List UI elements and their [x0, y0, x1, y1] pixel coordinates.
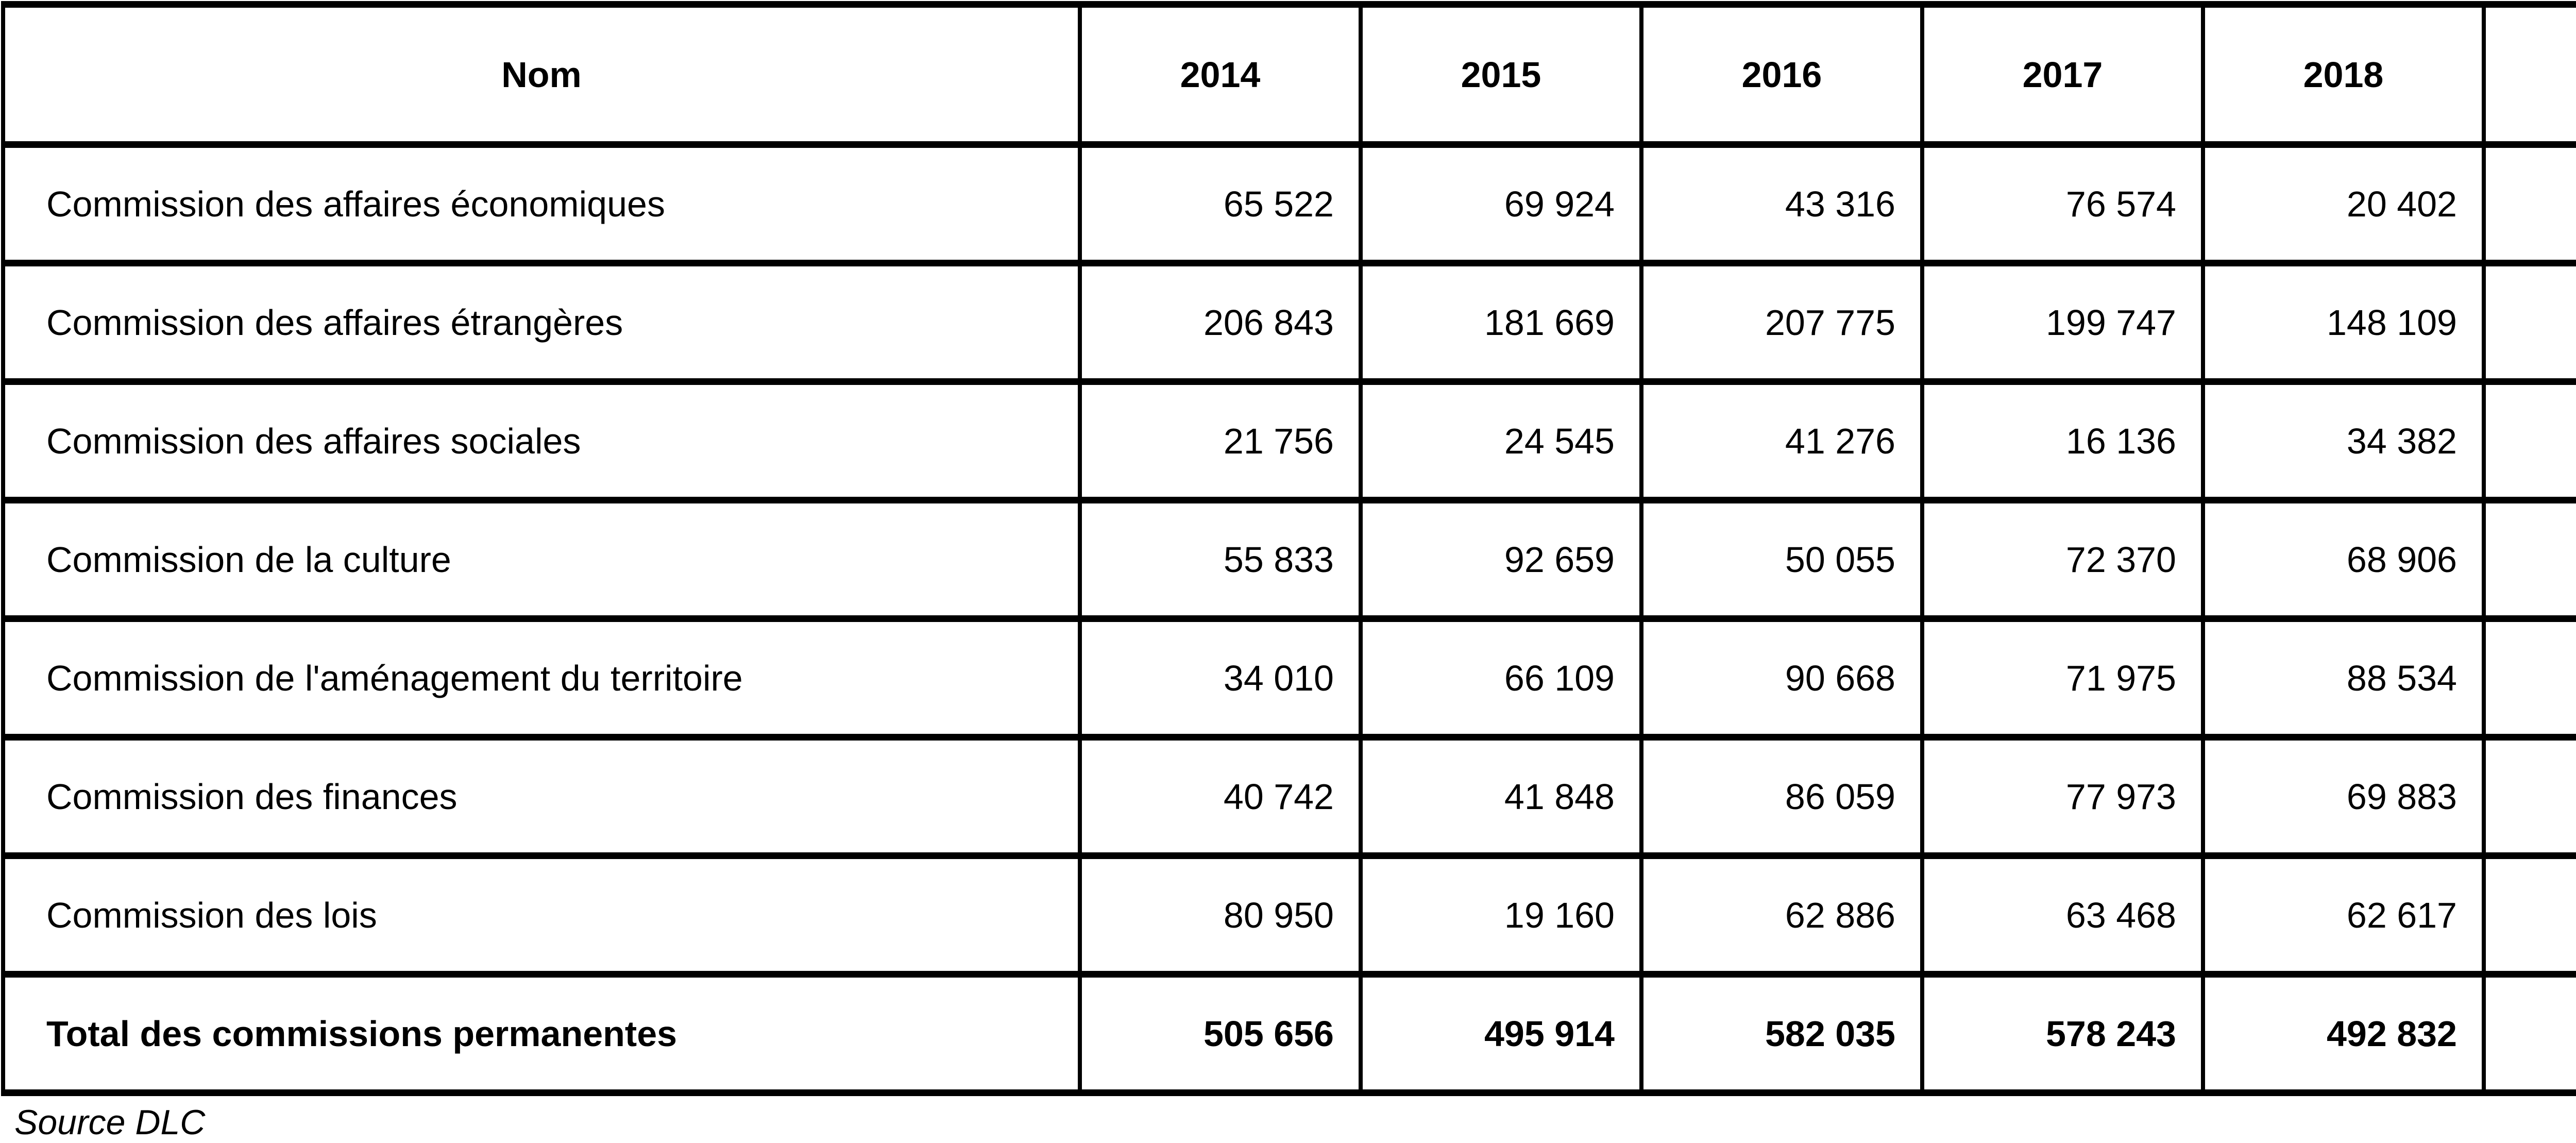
year-value: 69 924 — [1359, 141, 1643, 266]
column-header-2016: 2016 — [1639, 1, 1924, 148]
row-name: Total des commissions permanentes — [1, 971, 1082, 1096]
row-name: Commission de l'aménagement du territoir… — [1, 615, 1082, 741]
column-header-2014: 2014 — [1078, 1, 1363, 148]
year-value: 16 136 — [1920, 378, 2205, 503]
year-value: 19 160 — [1359, 852, 1643, 978]
year-value: 199 747 — [1920, 260, 2205, 385]
table-row: Commission des affaires étrangères 206 84… — [1, 260, 2576, 385]
column-header-nom: Nom — [1, 1, 1082, 148]
year-value: 55 833 — [1078, 497, 1363, 622]
row-name: Commission des affaires économiques — [1, 141, 1082, 266]
year-value: 71 759 — [2482, 141, 2576, 266]
year-value: 207 775 — [1639, 260, 1924, 385]
table-row: Commission des lois 80 950 19 160 62 886 63 … — [1, 852, 2576, 978]
year-value: 582 035 — [1639, 971, 1924, 1096]
column-header-2018: 2018 — [2201, 1, 2486, 148]
table-row: Commission des affaires économiques 65 52… — [1, 141, 2576, 266]
year-value: 76 629 — [2482, 615, 2576, 741]
year-value: 42 634 — [2482, 734, 2576, 859]
year-value: 40 742 — [1078, 734, 1363, 859]
year-value: 41 848 — [1359, 734, 1643, 859]
row-name: Commission des finances — [1, 734, 1082, 859]
year-value: 69 883 — [2201, 734, 2486, 859]
header-row: Nom 2014 2015 2016 2017 2018 2019 Variat… — [1, 1, 2576, 148]
row-name: Commission des affaires sociales — [1, 378, 1082, 503]
row-name: Commission des lois — [1, 852, 1082, 978]
year-value: 21 756 — [1078, 378, 1363, 503]
table-row: Total des commissions permanentes 505 656… — [1, 971, 2576, 1096]
row-name: Commission de la culture — [1, 497, 1082, 622]
year-value: 43 316 — [1639, 141, 1924, 266]
year-value: 66 109 — [1359, 615, 1643, 741]
table-row: Commission de l'aménagement du territoir… — [1, 615, 2576, 741]
year-value: 80 950 — [1078, 852, 1363, 978]
year-value: 71 975 — [1920, 615, 2205, 741]
year-value: 66 682 — [2482, 497, 2576, 622]
year-value: 88 534 — [2201, 615, 2486, 741]
year-value: 77 973 — [1920, 734, 2205, 859]
year-value: 20 402 — [2201, 141, 2486, 266]
column-header-2017: 2017 — [1920, 1, 2205, 148]
year-value: 492 832 — [2201, 971, 2486, 1096]
year-value: 34 382 — [2201, 378, 2486, 503]
year-value: 495 914 — [1359, 971, 1643, 1096]
year-value: 182 090 — [2482, 260, 2576, 385]
year-value: 90 668 — [1639, 615, 1924, 741]
table-row: Commission des affaires sociales 21 756 24… — [1, 378, 2576, 503]
year-value: 72 370 — [1920, 497, 2205, 622]
row-name: Commission des affaires étrangères — [1, 260, 1082, 385]
year-value: 63 468 — [1920, 852, 2205, 978]
year-value: 62 617 — [2201, 852, 2486, 978]
year-value: 24 545 — [1359, 378, 1643, 503]
table-row: Commission des finances 40 742 41 848 86 05… — [1, 734, 2576, 859]
year-value: 62 886 — [1639, 852, 1924, 978]
table-row: Commission de la culture 55 833 92 659 50 0… — [1, 497, 2576, 622]
year-value: 578 243 — [1920, 971, 2205, 1096]
year-value: 206 843 — [1078, 260, 1363, 385]
column-header-2015: 2015 — [1359, 1, 1643, 148]
year-value: 497 893 — [2482, 971, 2576, 1096]
year-value: 86 059 — [1639, 734, 1924, 859]
year-value: 20 668 — [2482, 378, 2576, 503]
year-value: 68 906 — [2201, 497, 2486, 622]
table-body: Commission des affaires économiques 65 52… — [1, 141, 2576, 1096]
year-value: 92 659 — [1359, 497, 1643, 622]
year-value: 505 656 — [1078, 971, 1363, 1096]
commissions-table: Nom 2014 2015 2016 2017 2018 2019 Variat… — [1, 1, 2576, 1096]
year-value: 37 431 — [2482, 852, 2576, 978]
year-value: 181 669 — [1359, 260, 1643, 385]
year-value: 34 010 — [1078, 615, 1363, 741]
year-value: 50 055 — [1639, 497, 1924, 622]
year-value: 148 109 — [2201, 260, 2486, 385]
year-value: 76 574 — [1920, 141, 2205, 266]
year-value: 41 276 — [1639, 378, 1924, 503]
source-note: Source DLC — [14, 1103, 206, 1142]
column-header-2019: 2019 — [2482, 1, 2576, 148]
year-value: 65 522 — [1078, 141, 1363, 266]
